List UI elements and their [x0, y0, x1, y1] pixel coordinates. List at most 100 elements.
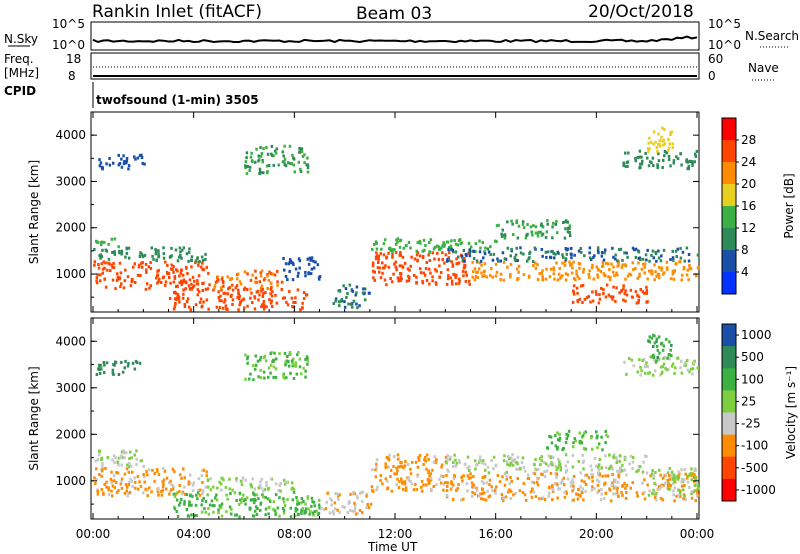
data-cell	[283, 478, 286, 482]
data-cell	[547, 491, 551, 495]
data-cell	[658, 351, 661, 355]
data-cell	[452, 477, 455, 481]
data-cell	[288, 351, 292, 354]
data-cell	[231, 488, 234, 492]
data-cell	[559, 468, 562, 472]
data-cell	[418, 254, 422, 258]
data-cell	[693, 483, 697, 487]
data-cell	[656, 348, 660, 352]
data-cell	[572, 441, 575, 445]
data-cell	[238, 491, 242, 495]
data-cell	[640, 267, 644, 271]
data-cell	[281, 150, 285, 154]
data-cell	[273, 509, 277, 513]
data-cell	[120, 450, 124, 454]
data-cell	[460, 476, 463, 479]
data-cell	[483, 262, 486, 266]
data-cell	[520, 460, 524, 464]
data-cell	[116, 272, 119, 276]
data-cell	[217, 511, 220, 515]
data-cell	[126, 494, 129, 498]
data-cell	[574, 439, 577, 443]
data-cell	[332, 302, 335, 305]
data-cell	[571, 300, 575, 304]
data-cell	[541, 269, 544, 273]
data-cell	[336, 492, 340, 496]
data-cell	[680, 359, 683, 363]
data-cell	[644, 371, 647, 375]
data-cell	[591, 447, 594, 451]
data-cell	[133, 262, 136, 266]
data-cell	[376, 254, 379, 258]
data-cell	[235, 477, 238, 480]
data-cell	[375, 241, 379, 245]
data-cell	[196, 491, 200, 495]
data-cell	[533, 472, 537, 476]
data-cell	[484, 246, 487, 250]
colorbar-tick-label: -100	[741, 439, 768, 453]
data-cell	[634, 247, 638, 251]
data-cell	[638, 149, 642, 153]
data-cell	[104, 248, 108, 252]
data-cell	[164, 260, 167, 264]
colorbar-tick-label: 8	[741, 243, 749, 257]
data-cell	[303, 509, 307, 513]
data-cell	[551, 249, 554, 253]
data-cell	[220, 277, 224, 281]
data-cell	[195, 493, 198, 497]
data-cell	[672, 161, 675, 165]
data-cell	[647, 339, 650, 343]
data-cell	[540, 248, 544, 251]
data-cell	[256, 359, 260, 363]
data-cell	[517, 224, 521, 228]
data-cell	[408, 276, 411, 280]
data-cell	[125, 161, 128, 165]
data-cell	[237, 297, 241, 301]
data-cell	[658, 276, 661, 280]
nsky-label: N.Sky	[4, 32, 38, 46]
data-cell	[620, 289, 623, 293]
data-cell	[478, 459, 481, 463]
data-cell	[541, 254, 544, 258]
data-cell	[690, 478, 693, 482]
data-cell	[443, 243, 446, 247]
data-cell	[179, 473, 182, 477]
data-cell	[598, 458, 602, 462]
data-cell	[443, 261, 446, 265]
data-cell	[545, 469, 549, 473]
data-cell	[601, 261, 605, 265]
data-cell	[397, 465, 400, 469]
data-cell	[306, 495, 310, 499]
data-cell	[120, 157, 123, 161]
data-cell	[530, 230, 534, 234]
data-cell	[566, 273, 570, 277]
data-cell	[521, 222, 525, 226]
data-cell	[509, 273, 512, 276]
data-cell	[596, 478, 599, 482]
data-cell	[541, 473, 544, 476]
data-cell	[222, 284, 225, 288]
data-cell	[479, 261, 482, 265]
data-cell	[683, 478, 686, 482]
data-cell	[562, 476, 566, 480]
data-cells	[93, 126, 700, 312]
data-cell	[391, 253, 394, 257]
data-cell	[105, 162, 108, 166]
data-cell	[192, 284, 196, 288]
data-cell	[654, 494, 658, 498]
data-cell	[282, 374, 285, 378]
data-cell	[428, 481, 431, 485]
data-cell	[101, 465, 104, 469]
x-tick-label: 00:00	[680, 527, 715, 541]
data-cell	[125, 489, 128, 493]
data-cell	[428, 267, 431, 271]
data-cell	[481, 274, 484, 278]
data-cell	[291, 153, 294, 157]
data-cell	[603, 496, 606, 500]
data-cell	[193, 514, 197, 518]
data-cell	[273, 149, 277, 153]
data-cell	[457, 281, 461, 285]
data-cell	[667, 474, 671, 478]
data-cell	[647, 150, 650, 154]
